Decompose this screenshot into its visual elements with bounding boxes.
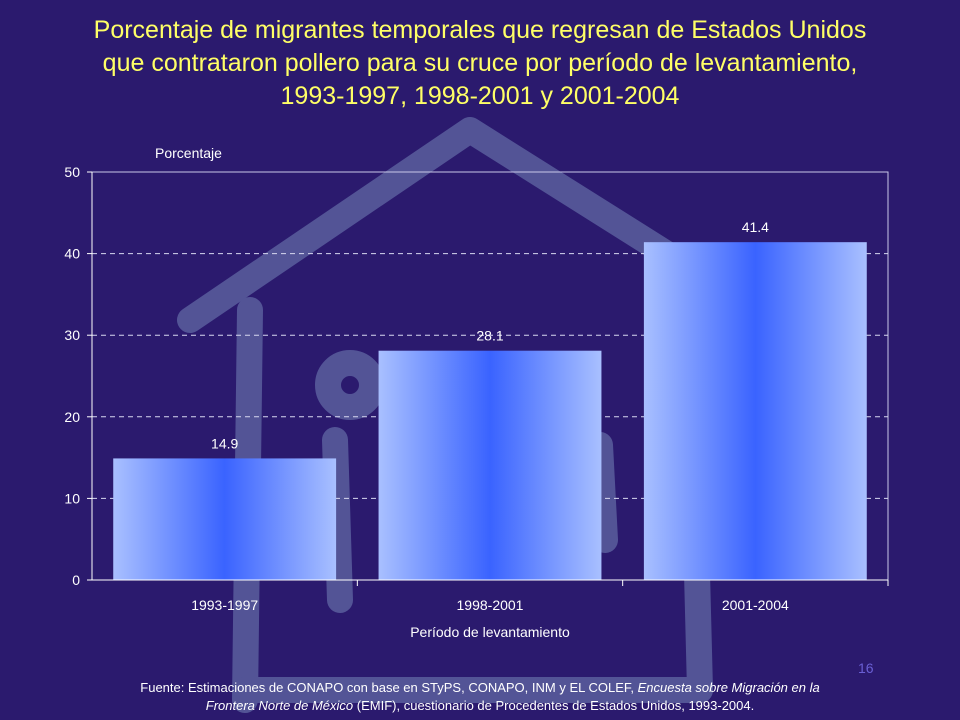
footer-line-1-italic: Encuesta sobre Migración en la [637,680,820,695]
y-tick-label: 10 [64,490,80,506]
footer-line-2: Frontera Norte de México (EMIF), cuestio… [0,697,960,715]
y-tick-label: 50 [64,164,80,180]
page-number: 16 [858,660,874,676]
data-label: 28.1 [476,328,503,344]
footer-line-2-italic: Frontera Norte de México [205,698,354,713]
y-tick-label: 40 [64,246,80,262]
source-footer: Fuente: Estimaciones de CONAPO con base … [0,679,960,715]
bar [643,242,867,580]
y-tick-label: 30 [64,327,80,343]
x-tick-label: 1993-1997 [191,597,258,613]
footer-line-2-plain: (EMIF), cuestionario de Procedentes de E… [353,698,755,713]
slide-title: Porcentaje de migrantes temporales que r… [0,14,960,113]
x-tick-label: 2001-2004 [722,597,789,613]
data-label: 41.4 [742,219,769,235]
y-axis-label: Porcentaje [155,145,222,161]
title-line-3: 1993-1997, 1998-2001 y 2001-2004 [280,82,680,110]
bar [378,350,602,580]
title-line-1: Porcentaje de migrantes temporales que r… [93,16,867,44]
x-tick-label: 1998-2001 [457,597,524,613]
footer-line-1-plain: Fuente: Estimaciones de CONAPO con base … [140,680,638,695]
footer-line-1: Fuente: Estimaciones de CONAPO con base … [0,679,960,697]
y-tick-label: 0 [72,572,80,588]
x-axis-label: Período de levantamiento [410,624,570,640]
y-tick-label: 20 [64,409,80,425]
title-line-2: que contrataron pollero para su cruce po… [102,49,858,77]
bar [113,458,337,580]
data-label: 14.9 [211,435,238,451]
